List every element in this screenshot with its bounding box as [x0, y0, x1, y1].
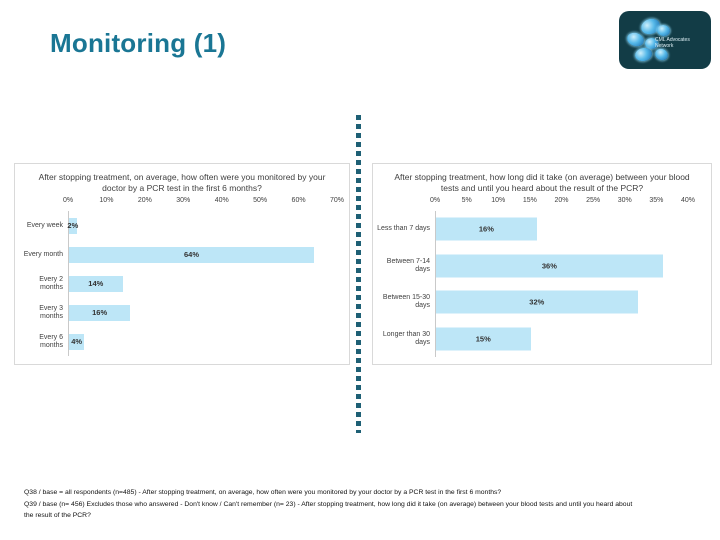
bar-row: Every 3 months 16%	[15, 298, 349, 327]
category-label: Every month	[23, 250, 63, 258]
cell-icon	[645, 38, 658, 49]
x-axis: 0% 5% 10% 15% 20% 25% 30% 35% 40%	[430, 197, 695, 209]
footnote-line: the result of the PCR?	[24, 512, 91, 519]
bar: 15%	[436, 327, 531, 351]
bar-row: Between 15-30 days 32%	[373, 284, 711, 321]
plot-area: 32%	[435, 284, 688, 321]
bar-row: Less than 7 days 16%	[373, 211, 711, 248]
bar: 16%	[69, 304, 131, 321]
axis-tick-label: 20%	[137, 197, 152, 204]
cell-icon	[656, 23, 671, 38]
plot-area: 15%	[435, 320, 688, 357]
bar-row: Every 2 months 14%	[15, 269, 349, 298]
footnotes: Q38 / base = all respondents (n=485) - A…	[24, 487, 704, 522]
bar-row: Every week 2%	[15, 211, 349, 240]
bar-row: Every 6 months 4%	[15, 327, 349, 356]
plot-area: 2%	[67, 211, 337, 240]
category-label: Every week	[26, 221, 63, 229]
category-label: Longer than 30 days	[382, 330, 430, 346]
axis-tick-label: 60%	[291, 197, 306, 204]
axis-tick-label: 50%	[253, 197, 268, 204]
bar: 16%	[436, 217, 537, 241]
bar-rows: Less than 7 days 16% Between 7-14 days 36% B…	[373, 211, 711, 357]
bar-rows: Every week 2% Every month 64% Every 2 months…	[15, 211, 349, 356]
category-label: Every 6 months	[39, 333, 63, 349]
chart-pcr-result-delay: After stopping treatment, how long did i…	[372, 163, 712, 365]
category-label: Between 15-30 days	[382, 294, 430, 310]
bar: 14%	[69, 275, 123, 292]
axis-tick-label: 20%	[554, 197, 569, 204]
category-label: Every 3 months	[39, 304, 63, 320]
bar-row: Between 7-14 days 36%	[373, 247, 711, 284]
logo-text: CML Advocates Network	[655, 37, 690, 49]
chart-title: After stopping treatment, on average, ho…	[38, 172, 326, 193]
bar-row: Every month 64%	[15, 240, 349, 269]
bar-row: Longer than 30 days 15%	[373, 320, 711, 357]
bar: 36%	[436, 254, 663, 278]
cell-icon	[653, 46, 670, 63]
value-label: 64%	[184, 250, 200, 259]
bar: 32%	[436, 290, 638, 314]
plot-area: 16%	[435, 211, 688, 248]
axis-tick-label: 35%	[649, 197, 664, 204]
plot-area: 14%	[68, 269, 337, 298]
category-label: Every 2 months	[39, 275, 63, 291]
bar: 2%	[67, 217, 79, 234]
category-label: Less than 7 days	[377, 225, 430, 233]
value-label: 36%	[541, 261, 557, 271]
axis-tick-label: 15%	[522, 197, 537, 204]
plot-area: 16%	[68, 298, 337, 327]
chart-title: After stopping treatment, how long did i…	[394, 172, 690, 193]
value-label: 16%	[478, 224, 494, 234]
x-axis: 0% 10% 20% 30% 40% 50% 60% 70%	[63, 197, 344, 209]
chart-monitoring-frequency: After stopping treatment, on average, ho…	[14, 163, 350, 365]
axis-tick-label: 10%	[99, 197, 114, 204]
page-title: Monitoring (1)	[50, 28, 227, 58]
axis-tick-label: 25%	[586, 197, 601, 204]
value-label: 2%	[67, 221, 79, 230]
plot-area: 36%	[435, 247, 688, 284]
bar: 64%	[69, 246, 315, 263]
axis-tick-label: 70%	[329, 197, 345, 204]
axis-tick-label: 30%	[176, 197, 191, 204]
cml-advocates-network-logo: CML Advocates Network	[619, 11, 711, 69]
value-label: 16%	[92, 308, 108, 317]
axis-tick-label: 30%	[617, 197, 632, 204]
axis-tick-label: 5%	[461, 197, 472, 204]
plot-area: 64%	[68, 240, 337, 269]
axis-tick-label: 40%	[214, 197, 229, 204]
value-label: 15%	[475, 334, 491, 344]
axis-tick-label: 0%	[429, 197, 441, 204]
axis-tick-label: 10%	[491, 197, 506, 204]
value-label: 32%	[529, 297, 545, 307]
cell-icon	[625, 30, 646, 49]
footnote-line: Q38 / base = all respondents (n=485) - A…	[24, 489, 502, 496]
category-label: Between 7-14 days	[386, 257, 430, 273]
dashed-divider	[356, 115, 361, 433]
footnote-line: Q39 / base (n= 456) Excludes those who a…	[24, 500, 633, 508]
value-label: 4%	[71, 337, 83, 346]
axis-tick-label: 0%	[62, 197, 74, 204]
value-label: 14%	[88, 279, 104, 288]
bar: 4%	[69, 333, 85, 350]
axis-tick-label: 40%	[680, 197, 696, 204]
plot-area: 4%	[68, 327, 337, 356]
